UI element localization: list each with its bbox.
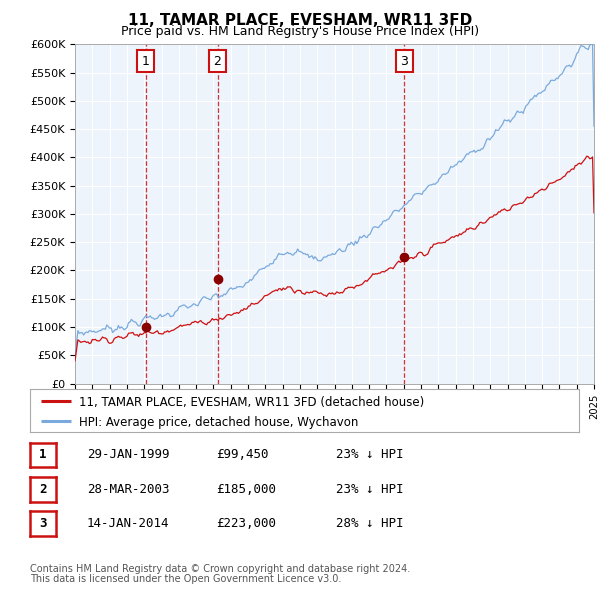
Text: 2: 2: [39, 483, 47, 496]
Text: £223,000: £223,000: [216, 517, 276, 530]
Text: 11, TAMAR PLACE, EVESHAM, WR11 3FD (detached house): 11, TAMAR PLACE, EVESHAM, WR11 3FD (deta…: [79, 396, 425, 409]
Text: £99,450: £99,450: [216, 448, 269, 461]
Text: This data is licensed under the Open Government Licence v3.0.: This data is licensed under the Open Gov…: [30, 574, 341, 584]
Text: 29-JAN-1999: 29-JAN-1999: [87, 448, 170, 461]
Text: 23% ↓ HPI: 23% ↓ HPI: [336, 483, 404, 496]
Text: Price paid vs. HM Land Registry's House Price Index (HPI): Price paid vs. HM Land Registry's House …: [121, 25, 479, 38]
Text: £185,000: £185,000: [216, 483, 276, 496]
Text: Contains HM Land Registry data © Crown copyright and database right 2024.: Contains HM Land Registry data © Crown c…: [30, 564, 410, 574]
Text: 3: 3: [39, 517, 47, 530]
Text: 11, TAMAR PLACE, EVESHAM, WR11 3FD: 11, TAMAR PLACE, EVESHAM, WR11 3FD: [128, 13, 472, 28]
Text: 23% ↓ HPI: 23% ↓ HPI: [336, 448, 404, 461]
Text: 14-JAN-2014: 14-JAN-2014: [87, 517, 170, 530]
Text: 3: 3: [400, 55, 409, 68]
Text: HPI: Average price, detached house, Wychavon: HPI: Average price, detached house, Wych…: [79, 415, 359, 428]
Text: 1: 1: [39, 448, 47, 461]
Text: 28% ↓ HPI: 28% ↓ HPI: [336, 517, 404, 530]
Text: 1: 1: [142, 55, 149, 68]
Text: 2: 2: [214, 55, 221, 68]
Text: 28-MAR-2003: 28-MAR-2003: [87, 483, 170, 496]
